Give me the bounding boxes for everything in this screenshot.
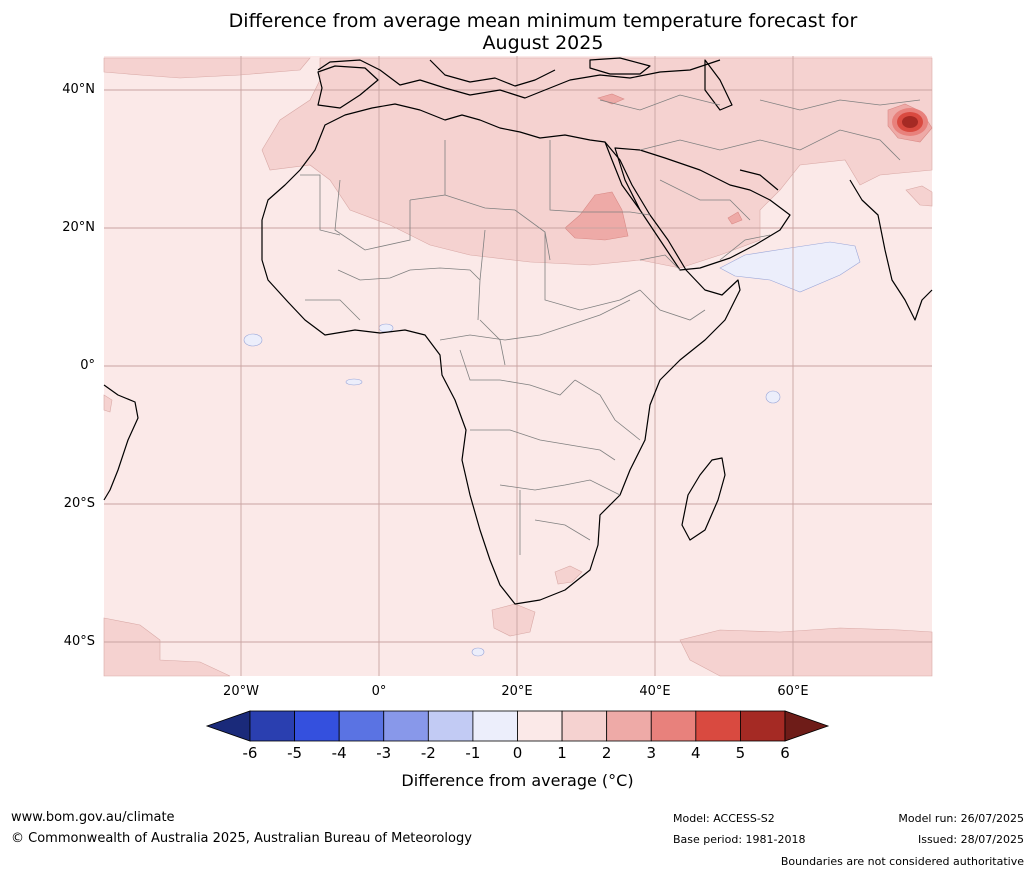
- colorbar-tick-label: -1: [465, 744, 481, 762]
- anomaly-hotspot: [892, 108, 928, 136]
- lat-label-20s: 20°S: [63, 496, 95, 511]
- colorbar-tick-label: 0: [512, 744, 523, 762]
- lon-label-60e: 60°E: [777, 684, 809, 699]
- colorbar-tick-label: 3: [646, 744, 657, 762]
- anomaly-1-2-regions: [103, 57, 933, 677]
- title-line-2: August 2025: [482, 32, 604, 54]
- colorbar-tick-label: -2: [420, 744, 436, 762]
- footer-base-period: Base period: 1981-2018: [673, 833, 806, 846]
- footer-issued: Issued: 28/07/2025: [917, 833, 1024, 846]
- lat-label-40n: 40°N: [62, 82, 95, 97]
- lat-label-40s: 40°S: [63, 634, 95, 649]
- colorbar-tick-label: -6: [242, 744, 258, 762]
- gridlines: [104, 56, 932, 676]
- lat-label-0: 0°: [80, 358, 95, 373]
- anomaly-cool-regions: [243, 241, 861, 657]
- colorbar-tick-label: -4: [331, 744, 347, 762]
- footer-model-run: Model run: 26/07/2025: [898, 812, 1024, 825]
- lon-label-20e: 20°E: [501, 684, 533, 699]
- title-line-1: Difference from average mean minimum tem…: [228, 10, 858, 32]
- footer-copyright: © Commonwealth of Australia 2025, Austra…: [11, 831, 472, 846]
- footer-website: www.bom.gov.au/climate: [11, 810, 175, 825]
- lon-label-40e: 40°E: [639, 684, 671, 699]
- colorbar-tick-label: 6: [780, 744, 790, 762]
- coastlines: [103, 57, 933, 605]
- lon-label-20w: 20°W: [223, 684, 259, 699]
- colorbar-tick-label: -3: [376, 744, 392, 762]
- footer-boundaries-note: Boundaries are not considered authoritat…: [780, 855, 1024, 868]
- colorbar-tick-label: 1: [557, 744, 567, 762]
- footer-model: Model: ACCESS-S2: [673, 812, 775, 825]
- lat-label-20n: 20°N: [62, 220, 95, 235]
- colorbar-label: Difference from average (°C): [401, 771, 634, 790]
- colorbar-tick-label: 5: [735, 744, 746, 762]
- colorbar-tick-label: 4: [691, 744, 701, 762]
- colorbar-tick-label: 2: [601, 744, 612, 762]
- colorbar-tick-label: -5: [287, 744, 303, 762]
- lon-label-0: 0°: [371, 684, 387, 699]
- map-title: Difference from average mean minimum tem…: [150, 10, 936, 54]
- country-borders: [300, 94, 921, 555]
